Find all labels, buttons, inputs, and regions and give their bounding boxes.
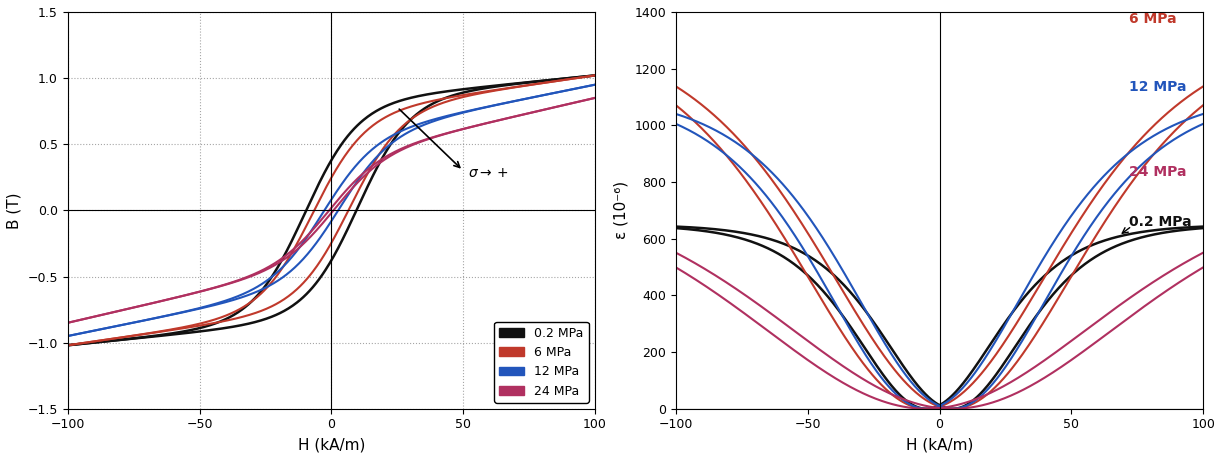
Text: 6 MPa: 6 MPa [1129, 12, 1177, 26]
Text: 0.2 MPa: 0.2 MPa [1129, 215, 1191, 229]
Y-axis label: B (T): B (T) [7, 192, 22, 229]
Text: 24 MPa: 24 MPa [1129, 165, 1187, 179]
Text: $\sigma \rightarrow +$: $\sigma \rightarrow +$ [468, 166, 510, 180]
Legend: 0.2 MPa, 6 MPa, 12 MPa, 24 MPa: 0.2 MPa, 6 MPa, 12 MPa, 24 MPa [494, 322, 589, 403]
X-axis label: H (kA/m): H (kA/m) [906, 437, 973, 452]
X-axis label: H (kA/m): H (kA/m) [298, 437, 365, 452]
Text: 12 MPa: 12 MPa [1129, 80, 1187, 94]
Y-axis label: ε (10⁻⁶): ε (10⁻⁶) [613, 181, 629, 240]
